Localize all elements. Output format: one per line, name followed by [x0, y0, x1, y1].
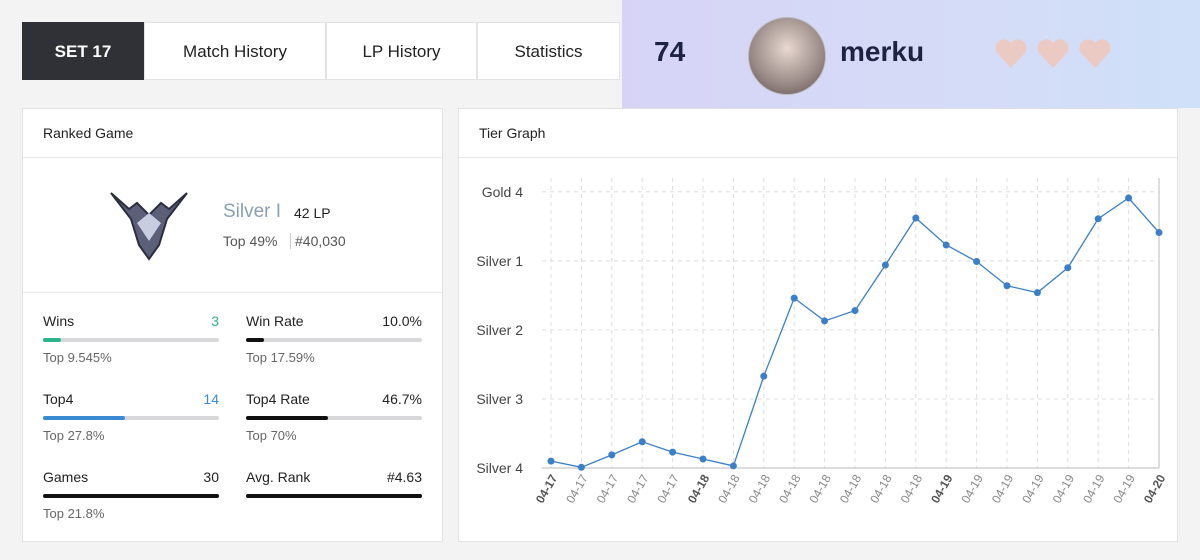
- point: [1003, 282, 1011, 290]
- stat-sub: Top 17.59%: [246, 350, 315, 365]
- stat-label: Top4: [43, 391, 74, 407]
- point: [973, 258, 981, 266]
- point: [577, 463, 585, 471]
- stat-value: 46.7%: [382, 391, 422, 407]
- x-tick-label: 04-17: [594, 472, 622, 506]
- y-tick-label: Silver 1: [476, 253, 523, 269]
- x-tick-label: 04-18: [715, 472, 743, 506]
- stat-bar-fill: [246, 416, 329, 420]
- stat-bar-fill: [43, 494, 219, 498]
- x-tick-label: 04-18: [837, 472, 865, 506]
- stat-bar: [43, 416, 219, 420]
- x-tick-label: 04-17: [533, 472, 561, 506]
- stats: Wins 3 Top 9.545% Win Rate 10.0% Top 17.59% To…: [23, 109, 444, 543]
- stat-sub: Top 9.545%: [43, 350, 112, 365]
- point: [608, 451, 616, 459]
- point: [881, 261, 889, 269]
- tab[interactable]: Statistics: [477, 22, 620, 80]
- y-tick-label: Silver 2: [476, 322, 523, 338]
- stat-value: #4.63: [386, 469, 422, 485]
- y-tick-label: Silver 4: [476, 460, 523, 476]
- top-percent: Top 49%: [223, 233, 278, 249]
- point: [821, 317, 829, 325]
- stat-bar-fill: [43, 416, 126, 420]
- x-tick-label: 04-19: [958, 472, 986, 506]
- stat-label: Avg. Rank: [246, 469, 311, 485]
- stat-bar: [246, 416, 422, 420]
- tier: Silver I: [223, 201, 282, 222]
- x-tick-label: 04-18: [746, 472, 774, 506]
- tab[interactable]: SET 17: [22, 22, 144, 80]
- stat-sub: Top 27.8%: [43, 428, 105, 443]
- tab[interactable]: Match History: [144, 22, 326, 80]
- ranked-card: Ranked Game Silver I 42 LP Top 49% #40,0…: [22, 108, 443, 542]
- stat-value: 10.0%: [382, 313, 422, 329]
- stat-value: 30: [203, 469, 219, 485]
- point: [669, 448, 677, 456]
- x-tick-label: 04-17: [654, 472, 682, 506]
- stat-bar: [246, 338, 422, 342]
- stat-value: 3: [211, 313, 219, 329]
- point: [1033, 289, 1041, 297]
- stat-bar: [246, 494, 422, 498]
- level: 74: [654, 36, 686, 67]
- stat-bar: [43, 338, 219, 342]
- x-tick-label: 04-18: [685, 472, 713, 506]
- point: [729, 462, 737, 470]
- stat-label: Wins: [43, 313, 75, 329]
- stat-value: 14: [203, 391, 219, 407]
- x-tick-label: 04-18: [898, 472, 926, 506]
- tier-emblem: [110, 192, 188, 261]
- x-tick-label: 04-19: [989, 472, 1017, 506]
- stat-bar: [43, 494, 219, 498]
- x-tick-label: 04-20: [1141, 472, 1169, 506]
- y-tick-label: Silver 3: [476, 391, 523, 407]
- x-tick-label: 04-19: [928, 472, 956, 506]
- point: [851, 307, 859, 315]
- stat-bar-fill: [246, 494, 422, 498]
- stat-label: Games: [43, 469, 89, 485]
- hearts: [995, 39, 1111, 68]
- card-title: Ranked Game: [23, 109, 442, 158]
- lp: 42 LP: [294, 205, 331, 221]
- point: [1125, 194, 1133, 202]
- point: [1094, 215, 1102, 223]
- y-tick-label: Gold 4: [482, 184, 523, 200]
- x-tick-label: 04-19: [1110, 472, 1138, 506]
- x-tick-label: 04-19: [1050, 472, 1078, 506]
- point: [760, 372, 768, 380]
- point: [790, 294, 798, 302]
- card-title: Tier Graph: [459, 109, 1177, 158]
- point: [1155, 229, 1163, 237]
- x-tick-label: 04-18: [806, 472, 834, 506]
- point: [638, 438, 646, 446]
- stat-sub: Top 70%: [246, 428, 297, 443]
- x-tick-label: 04-19: [1080, 472, 1108, 506]
- profile-banner: 74 merku: [622, 0, 1200, 108]
- point: [547, 457, 555, 465]
- avatar[interactable]: [748, 17, 826, 95]
- x-tick-label: 04-18: [867, 472, 895, 506]
- stat-label: Win Rate: [246, 313, 304, 329]
- stat-bar-fill: [246, 338, 264, 342]
- tab[interactable]: LP History: [326, 22, 477, 80]
- x-tick-label: 04-17: [624, 472, 652, 506]
- point: [699, 455, 707, 463]
- stat-sub: Top 21.8%: [43, 506, 105, 521]
- rank: #40,030: [290, 233, 346, 249]
- point: [912, 214, 920, 222]
- point: [1064, 264, 1072, 272]
- point: [942, 241, 950, 249]
- stat-label: Top4 Rate: [246, 391, 310, 407]
- x-tick-label: 04-19: [1019, 472, 1047, 506]
- stat-bar-fill: [43, 338, 61, 342]
- tier-card: Tier Graph: [458, 108, 1178, 542]
- username: merku: [840, 36, 925, 67]
- x-tick-label: 04-17: [563, 472, 591, 506]
- x-tick-label: 04-18: [776, 472, 804, 506]
